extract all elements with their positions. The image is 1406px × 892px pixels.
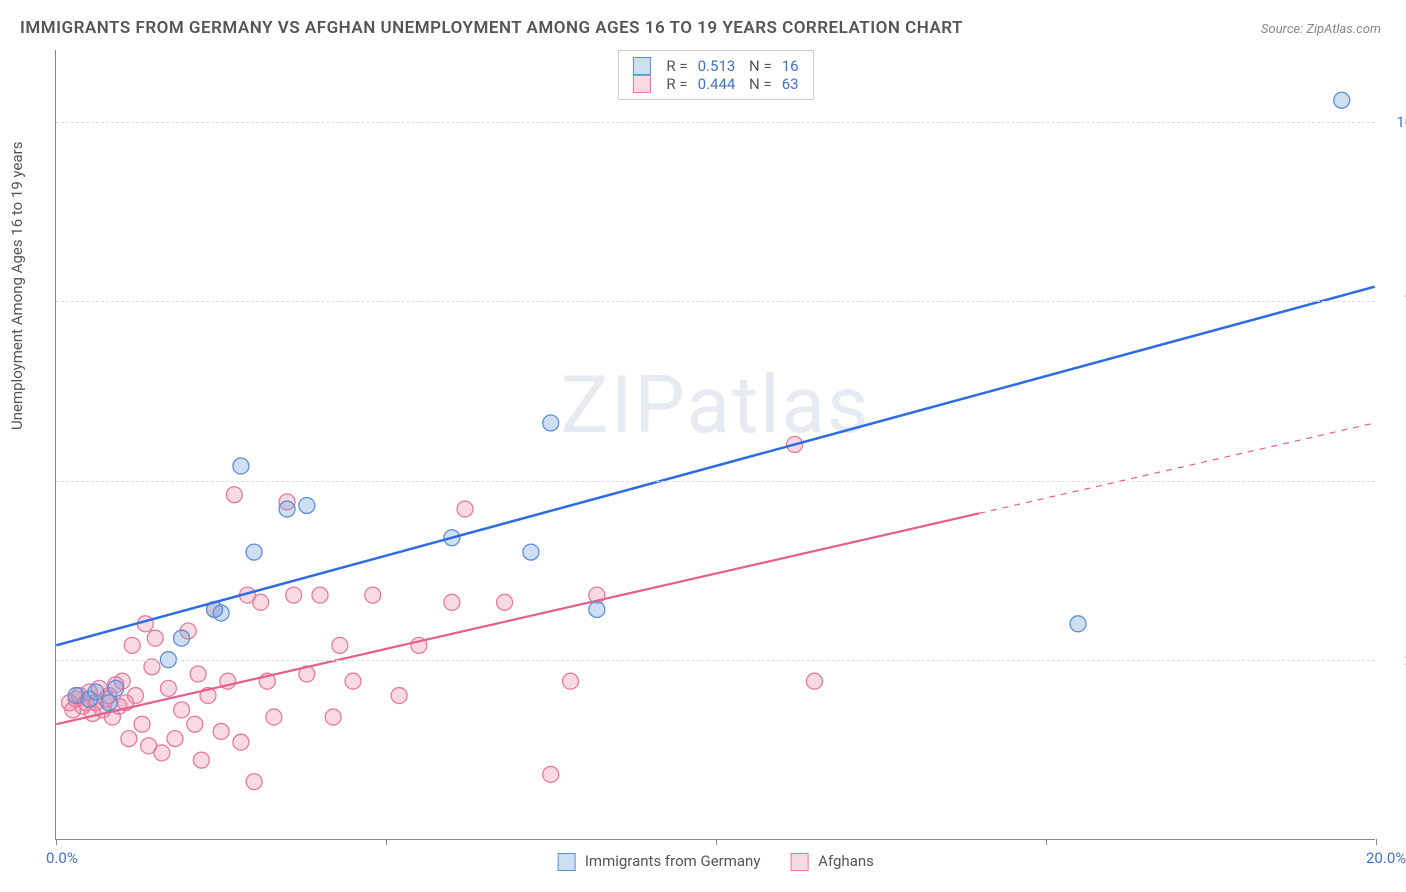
scatter-point-germany — [246, 544, 262, 560]
y-axis-label: Unemployment Among Ages 16 to 19 years — [8, 142, 26, 430]
scatter-point-afghans — [147, 630, 163, 646]
scatter-point-afghans — [233, 734, 249, 750]
legend-item-afghans: Afghans — [790, 852, 873, 871]
scatter-point-afghans — [562, 673, 578, 689]
scatter-point-germany — [108, 680, 124, 696]
x-tick-mark — [716, 839, 717, 845]
scatter-point-germany — [523, 544, 539, 560]
scatter-point-afghans — [213, 723, 229, 739]
scatter-point-germany — [1334, 92, 1350, 108]
x-tick-label: 0.0% — [46, 849, 78, 867]
x-tick-mark — [56, 839, 57, 845]
scatter-point-germany — [233, 458, 249, 474]
scatter-point-afghans — [332, 637, 348, 653]
scatter-point-afghans — [325, 709, 341, 725]
source-attribution: Source: ZipAtlas.com — [1261, 22, 1381, 37]
chart-plot-area: ZIPatlas R = 0.513 N = 16 R = 0.444 N = … — [55, 50, 1375, 840]
r-value-germany: 0.513 — [698, 57, 736, 75]
scatter-point-afghans — [127, 688, 143, 704]
n-value-germany: 16 — [782, 57, 799, 75]
scatter-point-germany — [589, 601, 605, 617]
swatch-germany-icon — [557, 853, 575, 871]
gridline-horizontal — [56, 301, 1375, 302]
chart-svg — [56, 50, 1375, 839]
trend-line-extrapolation-afghans — [979, 423, 1374, 513]
gridline-horizontal — [56, 481, 1375, 482]
stats-legend: R = 0.513 N = 16 R = 0.444 N = 63 — [617, 50, 813, 100]
gridline-horizontal — [56, 122, 1375, 123]
scatter-point-germany — [1070, 616, 1086, 632]
scatter-point-afghans — [160, 680, 176, 696]
scatter-point-afghans — [187, 716, 203, 732]
scatter-point-afghans — [365, 587, 381, 603]
trend-line-afghans — [56, 513, 979, 724]
scatter-point-afghans — [121, 731, 137, 747]
x-tick-label: 20.0% — [1366, 849, 1406, 867]
scatter-point-afghans — [345, 673, 361, 689]
r-value-afghans: 0.444 — [698, 75, 736, 93]
chart-title: IMMIGRANTS FROM GERMANY VS AFGHAN UNEMPL… — [20, 18, 963, 38]
scatter-point-afghans — [266, 709, 282, 725]
trend-line-germany — [56, 287, 1374, 646]
scatter-point-afghans — [246, 774, 262, 790]
scatter-point-germany — [213, 605, 229, 621]
x-tick-mark — [386, 839, 387, 845]
scatter-point-afghans — [124, 637, 140, 653]
scatter-point-germany — [88, 684, 104, 700]
scatter-point-afghans — [154, 745, 170, 761]
x-tick-mark — [1046, 839, 1047, 845]
scatter-point-afghans — [444, 594, 460, 610]
scatter-point-afghans — [174, 702, 190, 718]
scatter-point-afghans — [167, 731, 183, 747]
legend-label-afghans: Afghans — [818, 852, 874, 870]
scatter-point-afghans — [497, 594, 513, 610]
scatter-point-germany — [279, 501, 295, 517]
scatter-point-afghans — [193, 752, 209, 768]
stats-row-germany: R = 0.513 N = 16 — [632, 57, 798, 75]
stats-row-afghans: R = 0.444 N = 63 — [632, 75, 798, 93]
gridline-horizontal — [56, 660, 1375, 661]
scatter-point-afghans — [253, 594, 269, 610]
x-axis-legend: Immigrants from Germany Afghans — [557, 852, 874, 871]
legend-item-germany: Immigrants from Germany — [557, 852, 760, 871]
swatch-germany — [632, 57, 650, 75]
scatter-point-afghans — [457, 501, 473, 517]
scatter-point-afghans — [190, 666, 206, 682]
scatter-point-germany — [543, 415, 559, 431]
scatter-point-germany — [174, 630, 190, 646]
scatter-point-germany — [299, 497, 315, 513]
x-tick-mark — [1376, 839, 1377, 845]
scatter-point-afghans — [391, 688, 407, 704]
scatter-point-afghans — [806, 673, 822, 689]
scatter-point-afghans — [312, 587, 328, 603]
scatter-point-afghans — [226, 487, 242, 503]
scatter-point-afghans — [543, 766, 559, 782]
scatter-point-afghans — [134, 716, 150, 732]
scatter-point-afghans — [286, 587, 302, 603]
scatter-point-germany — [101, 695, 117, 711]
y-tick-label: 100.0% — [1396, 113, 1406, 131]
swatch-afghans-icon — [790, 853, 808, 871]
swatch-afghans — [632, 75, 650, 93]
n-value-afghans: 63 — [782, 75, 799, 93]
legend-label-germany: Immigrants from Germany — [585, 852, 761, 870]
